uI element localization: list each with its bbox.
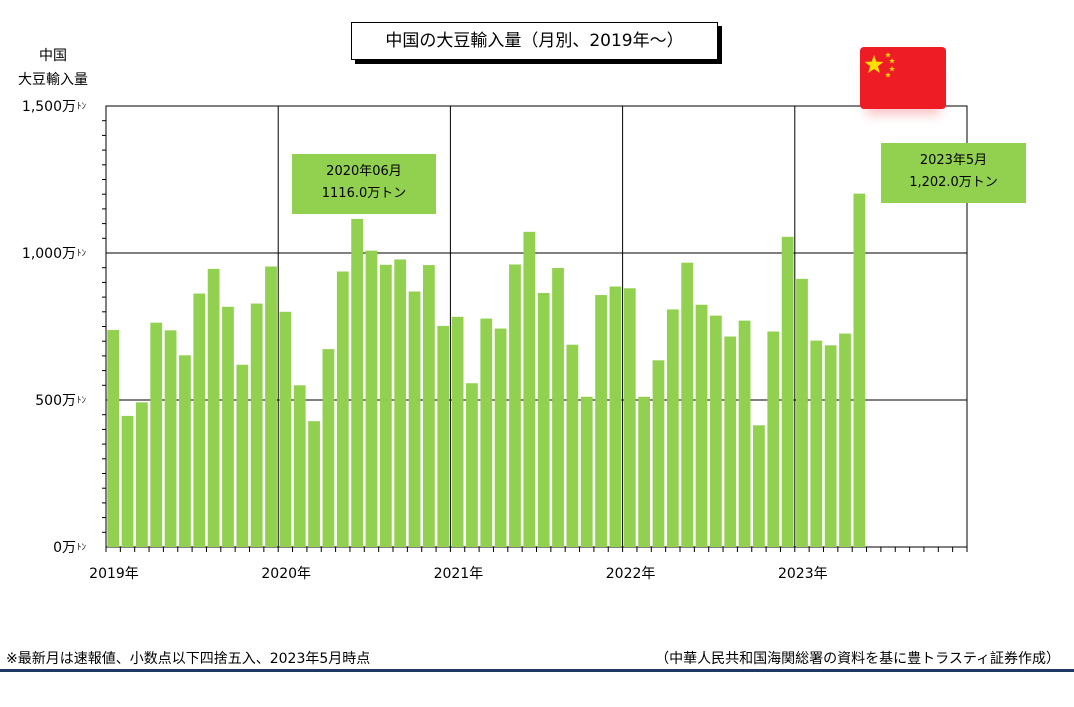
bar (824, 345, 837, 547)
bar (695, 304, 708, 547)
bar (853, 193, 866, 547)
bar (193, 293, 206, 547)
callout-latest-2023-date: 2023年5月 (919, 153, 988, 168)
bar (537, 292, 550, 547)
bar (265, 266, 277, 547)
chart-title: 中国の大豆輸入量（月別、2019年～） (351, 22, 718, 60)
bar (422, 265, 435, 547)
callout-peak-2020-date: 2020年06月 (326, 164, 402, 179)
bar (236, 364, 249, 547)
bar (796, 278, 808, 547)
bar (107, 330, 120, 547)
bar (293, 385, 306, 547)
bar (351, 218, 364, 547)
bar (738, 320, 751, 547)
bar (566, 344, 579, 547)
bar (652, 360, 665, 547)
bar (379, 264, 392, 547)
bar (466, 383, 478, 547)
bar (767, 331, 780, 547)
y-tick-unit: ﾄﾝ (77, 543, 87, 553)
footnote: ※最新月は速報値、小数点以下四捨五入、2023年5月時点 (6, 651, 371, 667)
x-tick-label: 2021年 (434, 566, 484, 582)
callout-latest-2023-value: 1,202.0万トン (909, 175, 998, 190)
bar (279, 311, 292, 547)
bottom-rule (0, 669, 1074, 672)
bar (408, 291, 421, 547)
bar (810, 340, 823, 547)
bar (681, 262, 694, 547)
bar (394, 259, 407, 547)
y-tick-label: 1,500万 (22, 99, 76, 115)
bar (480, 318, 493, 547)
y-axis-label-line1: 中国 (39, 48, 67, 64)
y-tick-unit: ﾄﾝ (77, 102, 87, 112)
y-tick-label: 0万 (53, 540, 76, 556)
bar (250, 303, 263, 547)
bar (509, 264, 521, 547)
bar (365, 250, 378, 547)
callout-peak-2020: 2020年06月 1116.0万トン (292, 154, 436, 214)
y-tick-unit: ﾄﾝ (77, 396, 87, 406)
y-tick-unit: ﾄﾝ (77, 249, 87, 259)
bar (150, 322, 163, 547)
bar (638, 396, 651, 547)
bar (437, 325, 450, 547)
bar (523, 231, 536, 547)
bar (336, 271, 349, 547)
y-tick-label: 500万 (35, 393, 76, 409)
y-axis-label: 中国 大豆輸入量 (8, 44, 98, 92)
bar (781, 236, 794, 547)
x-tick-label: 2022年 (606, 566, 656, 582)
bars (107, 193, 866, 547)
bar (623, 288, 636, 547)
y-tick-label: 1,000万 (22, 246, 76, 262)
bar (709, 315, 722, 547)
bar (839, 333, 851, 547)
bar (164, 330, 177, 547)
bar (666, 309, 679, 547)
x-tick-label: 2020年 (261, 566, 311, 582)
bar (494, 328, 507, 547)
bar (308, 421, 320, 547)
bar (753, 425, 765, 547)
plot-frame (105, 105, 968, 548)
y-axis-label-line2: 大豆輸入量 (18, 72, 88, 88)
x-tick-label: 2019年 (89, 566, 139, 582)
bar (179, 355, 191, 547)
bar (595, 295, 607, 547)
bar (609, 286, 622, 547)
source-note: （中華人民共和国海関総署の資料を基に豊トラスティ証券作成） (655, 651, 1060, 667)
bar (552, 267, 564, 547)
china-flag-icon (860, 47, 946, 109)
bar (121, 415, 134, 547)
bar (724, 336, 737, 547)
callout-peak-2020-value: 1116.0万トン (321, 186, 407, 201)
grid (105, 105, 968, 548)
bar (222, 306, 234, 547)
bar (580, 396, 593, 547)
bar (451, 316, 464, 547)
callout-latest-2023: 2023年5月 1,202.0万トン (881, 143, 1026, 203)
x-tick-label: 2023年 (778, 566, 828, 582)
bar (207, 268, 220, 547)
bar (322, 349, 335, 547)
bar (135, 402, 148, 547)
